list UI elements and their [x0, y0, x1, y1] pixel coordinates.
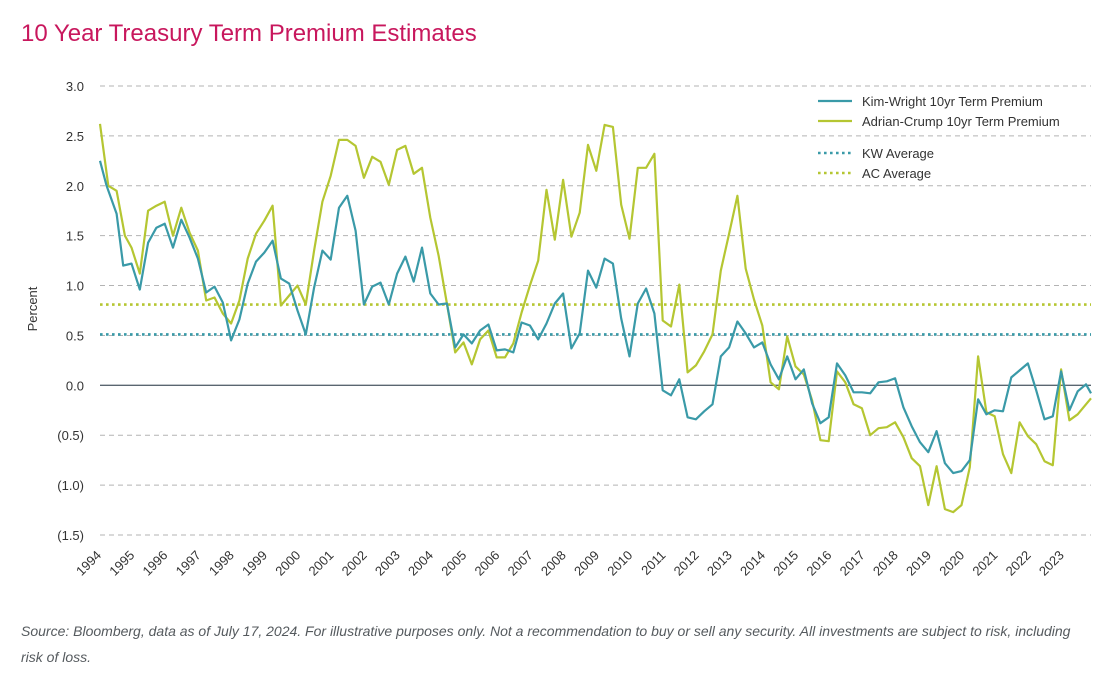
y-axis-ticks: 3.0 2.5 2.0 1.5 1.0 0.5 0.0 (0.5) (1.0) (1.5)	[57, 79, 84, 543]
legend-label: Kim-Wright 10yr Term Premium	[862, 94, 1043, 109]
kim-wright-line	[98, 160, 1092, 475]
x-tick-label: 1994	[73, 548, 104, 579]
x-tick-label: 2007	[505, 548, 536, 579]
y-tick-label: (0.5)	[57, 428, 84, 443]
y-tick-label: 1.0	[66, 279, 84, 294]
x-tick-label: 2018	[870, 548, 901, 579]
x-tick-label: 2013	[704, 548, 735, 579]
x-tick-label: 2006	[471, 548, 502, 579]
x-tick-label: 2015	[770, 548, 801, 579]
x-tick-label: 2012	[671, 548, 702, 579]
y-tick-label: (1.0)	[57, 478, 84, 493]
x-tick-label: 2011	[638, 548, 668, 578]
x-tick-label: 2017	[837, 548, 868, 579]
x-tick-label: 2004	[405, 548, 436, 579]
x-tick-label: 2009	[571, 548, 602, 579]
y-axis-label: Percent	[25, 286, 40, 331]
x-tick-label: 2019	[903, 548, 934, 579]
y-tick-label: 2.0	[66, 179, 84, 194]
legend-label: Adrian-Crump 10yr Term Premium	[862, 114, 1060, 129]
source-footnote: Source: Bloomberg, data as of July 17, 2…	[21, 623, 1071, 665]
x-tick-label: 2022	[1003, 548, 1034, 579]
y-tick-label: 2.5	[66, 129, 84, 144]
y-tick-label: 0.0	[66, 378, 84, 393]
legend-label: KW Average	[862, 146, 934, 161]
x-tick-label: 1995	[106, 548, 137, 579]
x-tick-label: 2014	[737, 548, 768, 579]
y-tick-label: 1.5	[66, 229, 84, 244]
x-tick-label: 2010	[604, 548, 635, 579]
x-tick-label: 1997	[173, 548, 204, 579]
x-tick-label: 1996	[139, 548, 170, 579]
adrian-crump-line	[98, 123, 1092, 514]
legend-label: AC Average	[862, 166, 931, 181]
x-tick-label: 2023	[1036, 548, 1067, 579]
x-tick-label: 2001	[305, 548, 336, 579]
x-tick-label: 2000	[272, 548, 303, 579]
gridlines	[100, 85, 1091, 536]
x-tick-label: 2021	[969, 548, 1000, 579]
y-tick-label: 3.0	[66, 79, 84, 94]
x-tick-label: 1998	[206, 548, 237, 579]
line-chart: 3.0 2.5 2.0 1.5 1.0 0.5 0.0 (0.5) (1.0) (1.5) 199…	[25, 79, 1092, 579]
x-tick-label: 2020	[936, 548, 967, 579]
legend: Kim-Wright 10yr Term Premium Adrian-Crump…	[818, 94, 1060, 181]
x-tick-label: 2005	[438, 548, 469, 579]
y-tick-label: 0.5	[66, 328, 84, 343]
x-axis-ticks: 1994 1995 1996 1997 1998 1999 2000 2001 2002 2003…	[73, 548, 1067, 579]
x-tick-label: 2016	[803, 548, 834, 579]
chart-title: 10 Year Treasury Term Premium Estimates	[21, 20, 477, 47]
x-tick-label: 1999	[239, 548, 270, 579]
x-tick-label: 2003	[372, 548, 403, 579]
y-tick-label: (1.5)	[57, 528, 84, 543]
x-tick-label: 2002	[339, 548, 370, 579]
x-tick-label: 2008	[538, 548, 569, 579]
series-lines	[98, 123, 1092, 514]
average-lines	[100, 303, 1091, 336]
